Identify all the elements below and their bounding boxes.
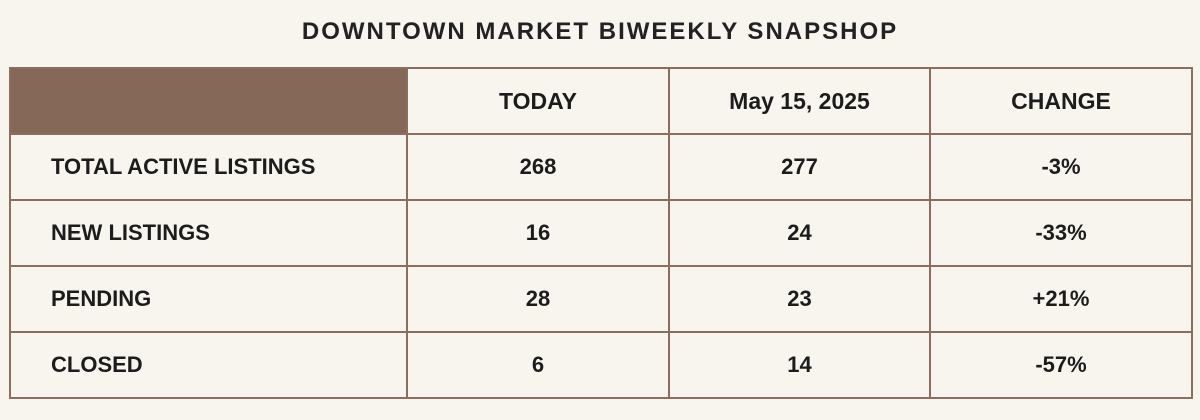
snapshot-table: TODAY May 15, 2025 CHANGE TOTAL ACTIVE L… bbox=[9, 67, 1193, 399]
page-title: DOWNTOWN MARKET BIWEEKLY SNAPSHOP bbox=[301, 18, 899, 45]
row-label: NEW LISTINGS bbox=[9, 199, 408, 267]
today-value: 268 bbox=[406, 133, 670, 201]
row-label: CLOSED bbox=[9, 331, 408, 399]
table-row: PENDING 28 23 +21% bbox=[9, 265, 1193, 333]
corner-header-cell bbox=[9, 67, 408, 135]
prior-value: 277 bbox=[668, 133, 931, 201]
today-value: 6 bbox=[406, 331, 670, 399]
header-today: TODAY bbox=[406, 67, 670, 135]
header-row: TODAY May 15, 2025 CHANGE bbox=[9, 67, 1193, 135]
table-row: TOTAL ACTIVE LISTINGS 268 277 -3% bbox=[9, 133, 1193, 201]
today-value: 28 bbox=[406, 265, 670, 333]
change-value: -3% bbox=[929, 133, 1193, 201]
table-row: CLOSED 6 14 -57% bbox=[9, 331, 1193, 399]
prior-value: 14 bbox=[668, 331, 931, 399]
prior-value: 24 bbox=[668, 199, 931, 267]
row-label: PENDING bbox=[9, 265, 408, 333]
header-prior-date: May 15, 2025 bbox=[668, 67, 931, 135]
change-value: -33% bbox=[929, 199, 1193, 267]
change-value: -57% bbox=[929, 331, 1193, 399]
prior-value: 23 bbox=[668, 265, 931, 333]
table-row: NEW LISTINGS 16 24 -33% bbox=[9, 199, 1193, 267]
row-label: TOTAL ACTIVE LISTINGS bbox=[9, 133, 408, 201]
change-value: +21% bbox=[929, 265, 1193, 333]
today-value: 16 bbox=[406, 199, 670, 267]
header-change: CHANGE bbox=[929, 67, 1193, 135]
